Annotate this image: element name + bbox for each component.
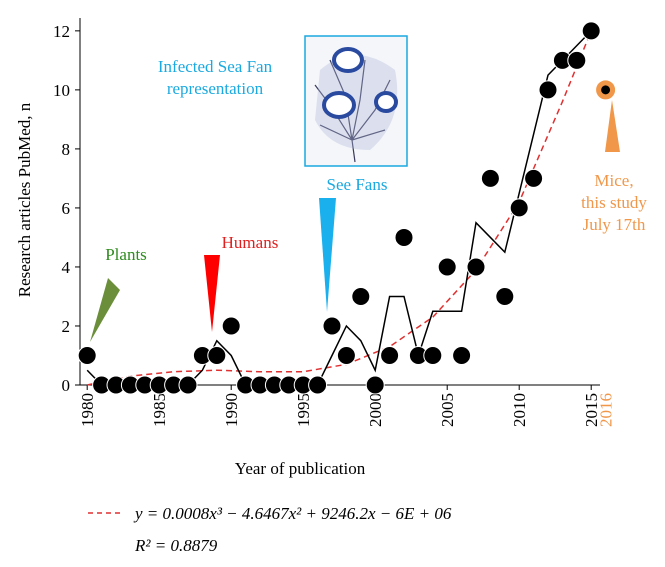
y-tick-label: 0 (62, 376, 71, 395)
point (322, 316, 342, 336)
x-tick-label: 1995 (294, 393, 313, 427)
point (365, 375, 385, 395)
annotation-text: July 17th (583, 215, 646, 234)
point (207, 345, 227, 365)
point (394, 227, 414, 247)
point (509, 198, 529, 218)
x-tick-label: 2005 (438, 393, 457, 427)
annotation-arrow (605, 100, 620, 152)
x-tick-label: 2015 (582, 393, 601, 427)
annotation-text: Humans (222, 233, 279, 252)
point (581, 21, 601, 41)
point (423, 345, 443, 365)
x-tick-label: 2010 (510, 393, 529, 427)
point (351, 286, 371, 306)
point (380, 345, 400, 365)
annotation-text: Infected Sea Fan (158, 57, 273, 76)
y-axis-label: Research articles PubMed, n (15, 102, 34, 297)
y-tick-label: 12 (53, 22, 70, 41)
point (452, 345, 472, 365)
point (77, 345, 97, 365)
point (336, 345, 356, 365)
point (308, 375, 328, 395)
annotation-arrow (204, 255, 220, 332)
point (221, 316, 241, 336)
annotation-arrow (90, 278, 120, 342)
x-tick-label: 1980 (78, 393, 97, 427)
x-tick-label: 1990 (222, 393, 241, 427)
annotation-text: Mice, (594, 171, 633, 190)
annotation-text: this study (581, 193, 647, 212)
y-tick-label: 4 (62, 258, 71, 277)
y-tick-label: 10 (53, 81, 70, 100)
point (466, 257, 486, 277)
highlight-point (596, 80, 616, 100)
y-tick-label: 8 (62, 140, 71, 159)
sea-fan-image (304, 35, 408, 167)
point (567, 50, 587, 70)
point (480, 168, 500, 188)
annotation-arrow (319, 198, 336, 312)
y-tick-label: 6 (62, 199, 71, 218)
x-tick-label: 2016 (597, 393, 616, 427)
legend-label: y = 0.0008x³ − 4.6467x² + 9246.2x − 6E +… (133, 504, 452, 523)
annotation-text: See Fans (327, 175, 388, 194)
x-axis-label: Year of publication (235, 459, 366, 478)
x-tick-label: 1985 (150, 393, 169, 427)
point (178, 375, 198, 395)
point (524, 168, 544, 188)
point (538, 80, 558, 100)
point (437, 257, 457, 277)
annotation-text: representation (167, 79, 264, 98)
r-squared: R² = 0.8879 (134, 536, 218, 555)
y-tick-label: 2 (62, 317, 71, 336)
annotation-text: Plants (105, 245, 147, 264)
point (495, 286, 515, 306)
x-tick-label: 2000 (366, 393, 385, 427)
